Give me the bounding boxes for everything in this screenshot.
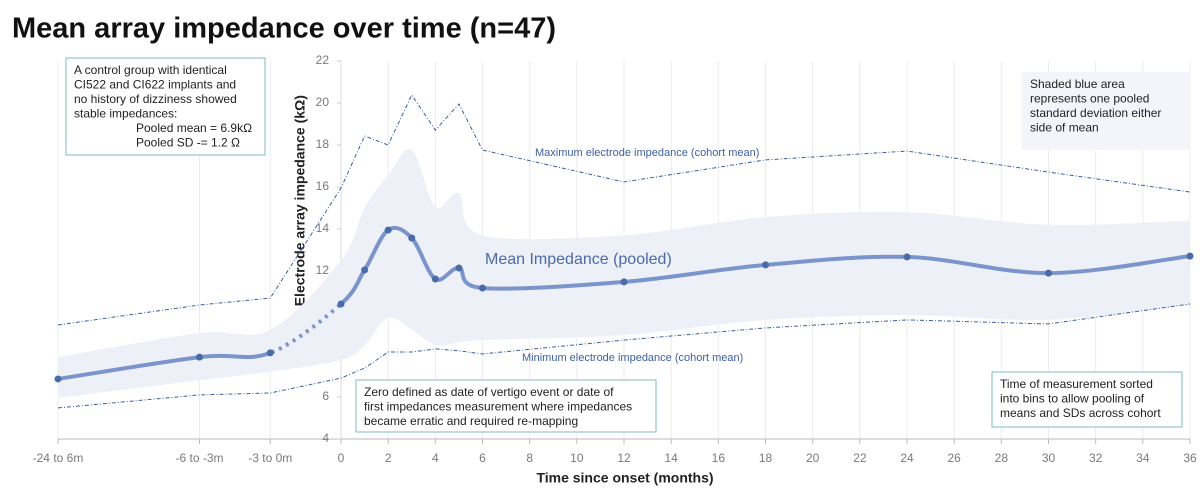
mean-point xyxy=(1045,269,1052,277)
mean-point xyxy=(408,234,416,242)
x-tick-label: 2 xyxy=(385,451,392,465)
y-tick-label: 18 xyxy=(316,137,330,151)
x-tick-label: 0 xyxy=(338,451,345,465)
min-line-label: Minimum electrode impedance (cohort mean… xyxy=(522,352,743,364)
x-tick-label: 12 xyxy=(617,451,631,465)
x-tick-label: 6 xyxy=(479,451,486,465)
mean-point xyxy=(620,278,628,286)
y-tick-label: 4 xyxy=(322,431,329,445)
series-label: Mean Impedance (pooled) xyxy=(485,251,672,268)
annotation-text: means and SDs across cohort xyxy=(1000,406,1161,420)
mean-point xyxy=(455,264,463,272)
x-tick-label: 8 xyxy=(526,451,533,465)
annotation-text: stable impedances: xyxy=(74,107,177,121)
annotation-text: Zero defined as date of vertigo event or… xyxy=(364,385,614,399)
mean-point xyxy=(762,261,769,269)
annotation-box xyxy=(1022,72,1190,150)
x-tick-label: 24 xyxy=(900,451,914,465)
mean-point xyxy=(1186,252,1194,260)
annotation-text: into bins to allow pooling of xyxy=(1000,392,1145,406)
y-tick-label: 6 xyxy=(322,389,329,403)
x-tick-label: 18 xyxy=(759,451,773,465)
annotation-box xyxy=(991,371,1183,428)
annotation-text: Pooled mean = 6.9kΩ xyxy=(136,121,252,135)
mean-point xyxy=(196,353,203,361)
x-tick-label: 4 xyxy=(432,451,439,465)
y-tick-label: 20 xyxy=(316,95,330,109)
y-tick-label: 16 xyxy=(316,179,330,193)
annotation-text: Pooled SD -= 1.2 Ω xyxy=(136,136,240,150)
annotation-text: Time of measurement sorted xyxy=(1000,377,1153,391)
x-tick-label: -6 to -3m xyxy=(175,451,223,465)
x-tick-label: 26 xyxy=(947,451,961,465)
mean-point xyxy=(384,226,392,234)
annotation-text: standard deviation either xyxy=(1030,106,1161,120)
annotation-text: side of mean xyxy=(1030,121,1099,135)
annotation-text: first impedances measurement where imped… xyxy=(364,400,632,414)
annotation-text: A control group with identical xyxy=(74,63,227,77)
annotation-text: Shaded blue area xyxy=(1030,77,1125,91)
x-tick-label: 16 xyxy=(712,451,726,465)
mean-point xyxy=(431,275,439,283)
x-tick-label: 32 xyxy=(1089,451,1103,465)
y-tick-label: 12 xyxy=(316,263,330,277)
mean-point xyxy=(337,300,345,308)
max-line xyxy=(57,94,1191,326)
x-tick-label: 22 xyxy=(853,451,867,465)
y-tick-label: 22 xyxy=(316,53,330,67)
annotation-text: CI522 and CI622 implants and xyxy=(74,78,236,92)
sd-band xyxy=(58,149,1190,399)
x-tick-label: 34 xyxy=(1136,451,1150,465)
mean-point xyxy=(266,349,274,357)
x-tick-label: 10 xyxy=(570,451,584,465)
y-axis-title: Average Electrode array impedance (kΩ) xyxy=(292,95,308,365)
x-tick-label: 20 xyxy=(806,451,820,465)
min-line xyxy=(57,303,1191,409)
x-tick-label: 28 xyxy=(995,451,1009,465)
annotation-text: represents one pooled xyxy=(1030,92,1149,106)
y-tick-label: 14 xyxy=(316,221,330,235)
x-tick-label: 36 xyxy=(1183,451,1197,465)
annotation-text: became erratic and required re-mapping xyxy=(364,414,578,428)
mean-point xyxy=(361,266,369,274)
annotation-box xyxy=(355,379,657,433)
mean-point xyxy=(903,253,911,261)
annotation-box xyxy=(65,57,266,156)
x-tick-label: -24 to 6m xyxy=(33,451,84,465)
x-tick-label: -3 to 0m xyxy=(248,451,292,465)
chart-title: Mean array impedance over time (n=47) xyxy=(12,13,556,45)
x-axis-title: Time since onset (months) xyxy=(536,470,713,486)
annotation-text: no history of dizziness showed xyxy=(74,92,237,106)
mean-point xyxy=(54,375,62,383)
x-tick-label: 14 xyxy=(664,451,678,465)
mean-point xyxy=(479,284,486,292)
max-line-label: Maximum electrode impedance (cohort mean… xyxy=(535,147,759,159)
x-tick-label: 30 xyxy=(1042,451,1056,465)
